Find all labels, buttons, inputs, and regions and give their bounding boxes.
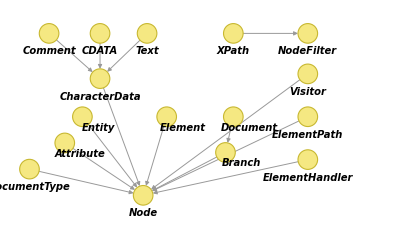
Text: Comment: Comment <box>22 46 76 56</box>
Text: Attribute: Attribute <box>55 149 106 159</box>
Ellipse shape <box>55 133 74 153</box>
Text: Node: Node <box>128 208 158 218</box>
Ellipse shape <box>224 24 243 43</box>
Text: Entity: Entity <box>81 123 115 133</box>
Ellipse shape <box>298 107 318 127</box>
Text: ElementHandler: ElementHandler <box>263 173 353 183</box>
Text: Document: Document <box>220 123 278 133</box>
Ellipse shape <box>39 24 59 43</box>
Text: Text: Text <box>135 46 159 56</box>
Ellipse shape <box>298 150 318 169</box>
Text: DocumentType: DocumentType <box>0 182 71 192</box>
Text: NodeFilter: NodeFilter <box>278 46 337 56</box>
Text: XPath: XPath <box>217 46 250 56</box>
Text: CharacterData: CharacterData <box>59 92 141 102</box>
Ellipse shape <box>224 107 243 127</box>
Ellipse shape <box>298 64 318 84</box>
Text: ElementPath: ElementPath <box>272 130 344 140</box>
Ellipse shape <box>216 143 235 162</box>
Ellipse shape <box>20 159 39 179</box>
Ellipse shape <box>73 107 92 127</box>
Ellipse shape <box>298 24 318 43</box>
Ellipse shape <box>137 24 157 43</box>
Ellipse shape <box>133 185 153 205</box>
Text: Element: Element <box>159 123 205 133</box>
Ellipse shape <box>157 107 176 127</box>
Ellipse shape <box>90 69 110 88</box>
Ellipse shape <box>90 24 110 43</box>
Text: Visitor: Visitor <box>289 87 326 97</box>
Text: CDATA: CDATA <box>82 46 118 56</box>
Text: Branch: Branch <box>222 158 261 168</box>
